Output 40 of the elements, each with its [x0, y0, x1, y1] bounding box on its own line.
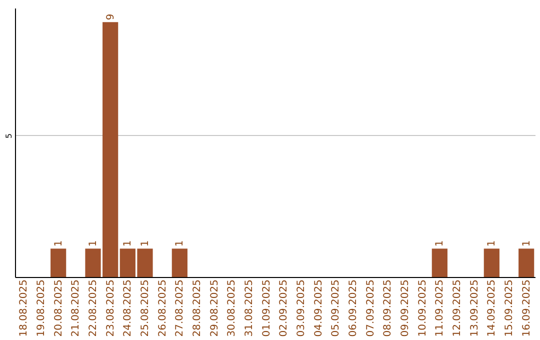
- data-label: 1: [521, 240, 532, 247]
- data-label: 1: [88, 240, 99, 247]
- x-tick-label: 27.08.2025: [174, 280, 186, 337]
- x-tick-label: 31.08.2025: [244, 280, 255, 337]
- data-label: 1: [434, 240, 446, 247]
- x-tick-label: 01.09.2025: [261, 280, 272, 337]
- x-tick-label: 16.09.2025: [521, 280, 532, 337]
- x-tick-label: 24.08.2025: [122, 280, 134, 337]
- x-tick-label: 02.09.2025: [278, 280, 290, 337]
- data-label: 1: [486, 240, 498, 247]
- y-tick-label: 5: [4, 133, 14, 138]
- x-tick-label: 23.08.2025: [105, 280, 116, 337]
- x-tick-label: 28.08.2025: [192, 280, 203, 337]
- x-tick-label: 13.09.2025: [469, 280, 480, 337]
- x-tick-label: 07.09.2025: [365, 280, 376, 337]
- x-tick-label: 05.09.2025: [330, 280, 342, 337]
- data-label: 1: [140, 240, 151, 247]
- x-tick-label: 10.09.2025: [417, 280, 428, 337]
- x-tick-label: 22.08.2025: [88, 280, 99, 337]
- x-tick-label: 30.08.2025: [226, 280, 238, 337]
- data-label: 1: [122, 240, 134, 247]
- x-tick-label: 15.09.2025: [504, 280, 515, 337]
- x-tick-label: 25.08.2025: [140, 280, 151, 337]
- x-tick-label: 18.08.2025: [18, 280, 30, 337]
- x-tick-label: 29.08.2025: [209, 280, 220, 337]
- x-tick-label: 26.08.2025: [157, 280, 168, 337]
- data-label: 1: [174, 240, 186, 247]
- x-tick-label: 09.09.2025: [400, 280, 411, 337]
- x-tick-label: 20.08.2025: [53, 280, 64, 337]
- x-tick-label: 06.09.2025: [348, 280, 359, 337]
- data-label: 9: [105, 14, 116, 20]
- x-tick-label: 21.08.2025: [70, 280, 82, 337]
- data-label: 1: [53, 240, 64, 247]
- x-tick-label: 12.09.2025: [452, 280, 463, 337]
- x-tick-label: 03.09.2025: [296, 280, 307, 337]
- x-tick-label: 08.09.2025: [382, 280, 394, 337]
- x-tick-label: 04.09.2025: [313, 280, 324, 337]
- x-tick-label: 19.08.2025: [36, 280, 47, 337]
- x-tick-label: 14.09.2025: [486, 280, 498, 337]
- x-tick-label: 11.09.2025: [434, 280, 446, 337]
